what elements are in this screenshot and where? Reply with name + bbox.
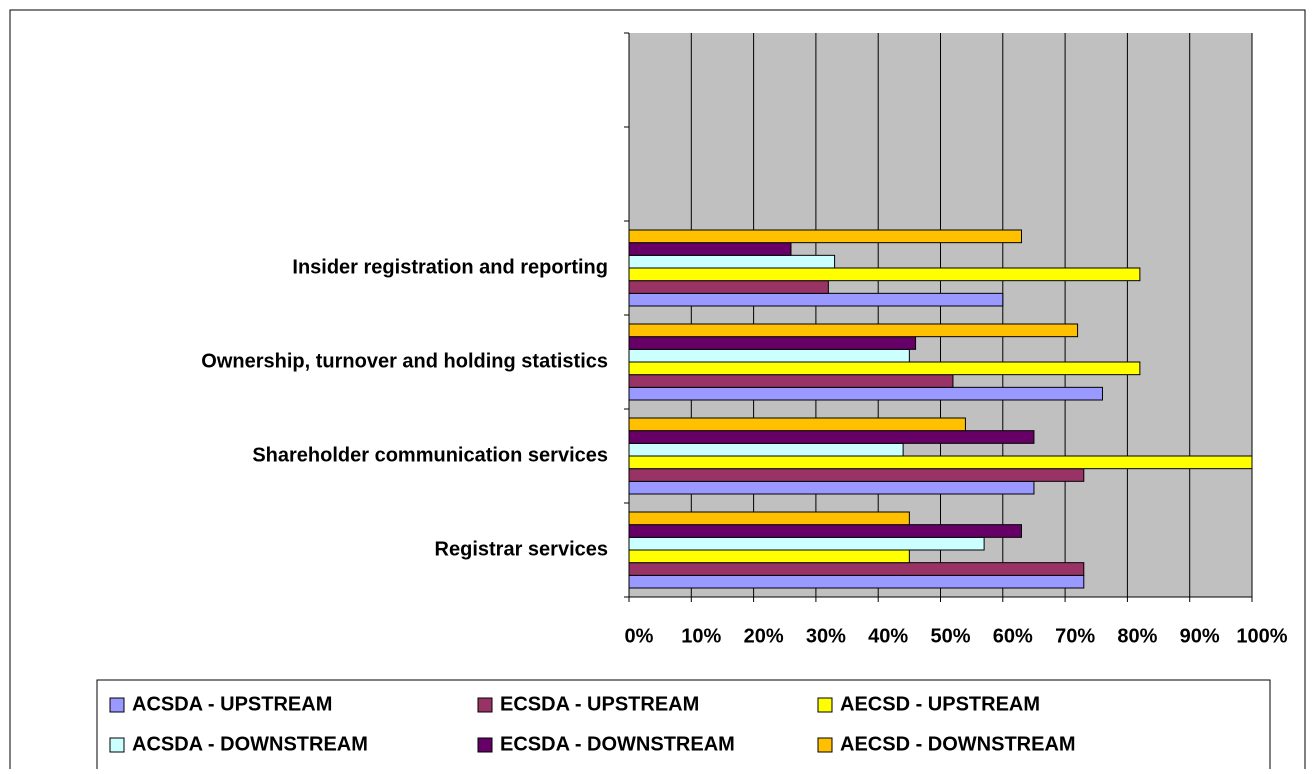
bar [628,336,917,350]
bar [628,374,954,388]
x-tick-label: 20% [744,625,784,647]
bar [628,524,1022,538]
bar [628,574,1085,589]
legend-box [96,679,1271,774]
bar [628,348,910,363]
bar [628,292,1004,307]
x-tick-label: 60% [993,625,1033,647]
legend-label: ECSDA - DOWNSTREAM [500,733,735,755]
legend-label: AECSD - DOWNSTREAM [840,733,1076,755]
bar [628,417,966,432]
legend-swatch [109,697,125,713]
x-tick-label: 30% [806,625,846,647]
bar [628,562,1085,576]
y-tick-label: Insider registration and reporting [292,256,608,278]
bar [628,511,910,526]
y-tick-label: Registrar services [435,538,608,560]
legend-swatch [477,737,493,753]
bar [628,468,1085,482]
bar [628,430,1035,444]
y-tick-label: Shareholder communication services [252,444,608,466]
legend-swatch [817,737,833,753]
bar [628,280,829,294]
x-tick-label: 50% [930,625,970,647]
legend-label: AECSD - UPSTREAM [840,693,1040,715]
bar [628,254,836,269]
legend-swatch [477,697,493,713]
x-tick-label: 40% [868,625,908,647]
legend-label: ECSDA - UPSTREAM [500,693,699,715]
x-tick-label: 10% [681,625,721,647]
x-tick-label: 90% [1180,625,1220,647]
bar [628,536,985,551]
x-tick-label: 80% [1117,625,1157,647]
legend-swatch [817,697,833,713]
x-tick-label: 0% [625,625,654,647]
legend-swatch [109,737,125,753]
bar [628,455,1253,470]
bar [628,229,1022,244]
bar [628,267,1141,282]
bar [628,361,1141,376]
bar [628,242,792,256]
bar [628,442,904,457]
x-tick-label: 100% [1236,625,1287,647]
bar [628,323,1079,338]
bar [628,480,1035,495]
legend-label: ACSDA - UPSTREAM [132,693,332,715]
bar [628,386,1103,401]
legend-label: ACSDA - DOWNSTREAM [132,733,368,755]
bar [628,549,910,564]
y-tick-label: Ownership, turnover and holding statisti… [201,350,608,372]
x-tick-label: 70% [1055,625,1095,647]
